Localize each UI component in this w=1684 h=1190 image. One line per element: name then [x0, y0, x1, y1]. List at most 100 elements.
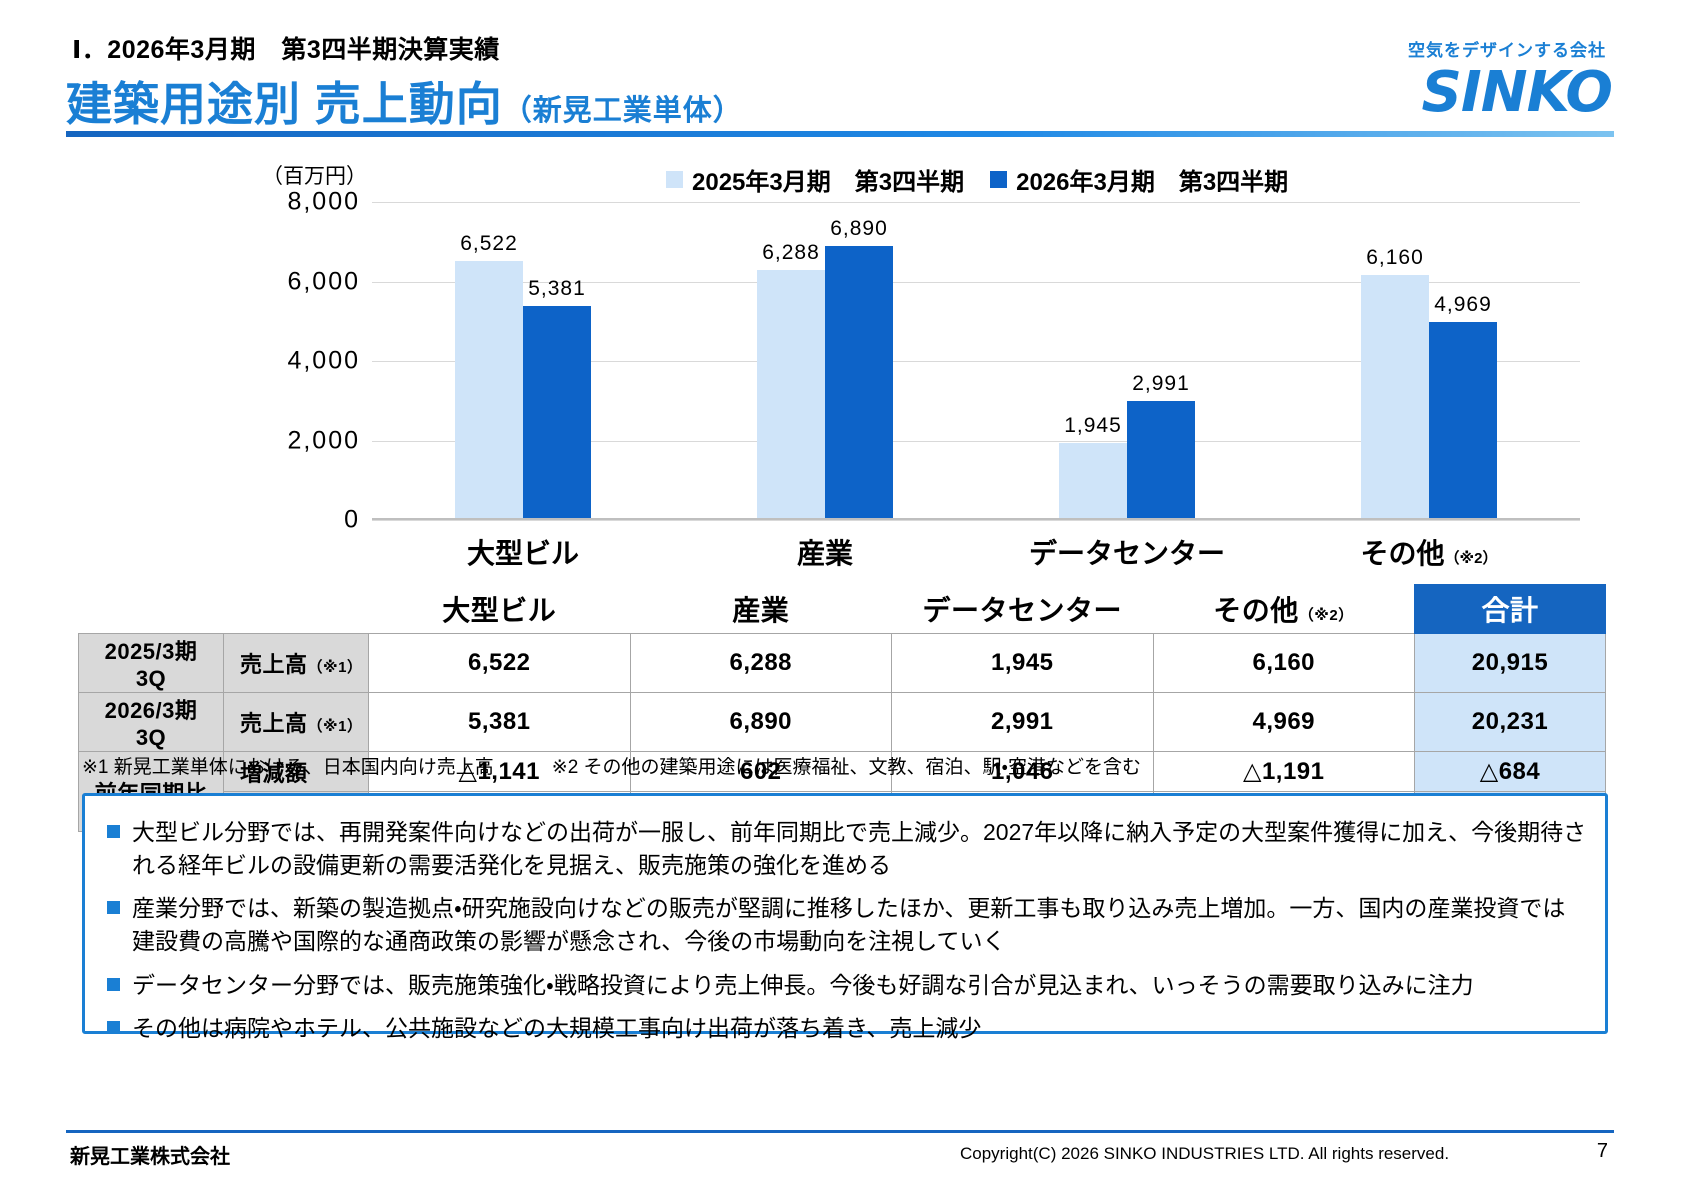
bullet-square-icon: [107, 977, 120, 991]
chart-bar-value-label: 4,969: [1434, 293, 1492, 317]
chart-category-label: 産業: [796, 538, 853, 569]
gridline: [372, 520, 1580, 521]
table-cell: 6,288: [629, 633, 892, 693]
table-row-period-label: 2025/3期 3Q: [78, 633, 224, 693]
footer-divider: [66, 1130, 1614, 1133]
table-row: 2026/3期 3Q 売上高（※1） 5,381 6,890 2,991 4,969 20,…: [78, 692, 1606, 752]
logo-tagline: 空気をデザインする会社: [1408, 41, 1606, 60]
table-col-header: 大型ビル: [442, 594, 557, 626]
footnote-2: ※2 その他の建築用途には医療福祉、文教、宿泊、駅・空港などを含む: [551, 757, 1142, 778]
page-title-paren: （新晃工業単体）: [502, 95, 743, 127]
table-col-header: その他（※2）: [1213, 594, 1354, 626]
table-cell: 5,381: [368, 692, 631, 752]
chart-bar[interactable]: 2,991: [1127, 372, 1195, 520]
gridline: [372, 440, 1580, 442]
commentary-text: データセンター分野では、販売施策強化・戦略投資により売上伸長。今後も好調な引合が…: [132, 971, 1474, 998]
chart-bar-value-label: 1,945: [1064, 413, 1122, 437]
table-row-metric-note: （※1）: [307, 718, 363, 735]
legend-item-fy2025: 2025年3月期 第3四半期: [666, 162, 964, 197]
y-axis-tick-label: 2,000: [287, 426, 360, 454]
table-row-metric-label: 増減額: [223, 751, 369, 792]
chart-bars: 6,522 5,381 6,288 6,890 1,945 2,991 6,160 4,969: [372, 202, 1580, 520]
chart-bar-group: 6,160 4,969: [1278, 202, 1580, 520]
table-row-metric-label: 売上高（※1）: [223, 633, 369, 693]
chart-category-labels: 大型ビル 産業 データセンター その他（※2）: [372, 520, 1580, 572]
chart-bar-value-label: 6,288: [762, 241, 820, 265]
chart-bar[interactable]: 4,969: [1429, 293, 1497, 520]
page-title: 建築用途別 売上動向（新晃工業単体）: [66, 68, 743, 134]
commentary-text: その他は病院やホテル、公共施設などの大規模工事向け出荷が落ち着き、売上減少: [132, 1015, 982, 1042]
y-axis-tick-label: 0: [344, 505, 360, 534]
chart-bar[interactable]: 1,945: [1059, 414, 1127, 520]
legend-item-fy2026: 2026年3月期 第3四半期: [990, 162, 1288, 197]
table-total-cell: 20,231: [1414, 692, 1606, 752]
table-cell: 6,890: [629, 692, 892, 752]
chart-bar-value-label: 6,160: [1366, 246, 1424, 270]
chart-bar[interactable]: 6,288: [757, 241, 825, 520]
table-cell: △1,191: [1152, 751, 1415, 792]
table-header-spacer: [79, 585, 369, 634]
commentary-list: 大型ビル分野では、再開発案件向けなどの出荷が一服し、前年同期比で売上減少。202…: [107, 816, 1587, 1056]
table-cell: 6,522: [368, 633, 631, 693]
footnote-1: ※1 新晃工業単体における、日本国内向け売上高: [82, 757, 494, 778]
sales-bar-chart: （百万円） 2025年3月期 第3四半期 2026年3月期 第3四半期 0 2,0…: [66, 150, 1614, 570]
table-cell: 4,969: [1152, 692, 1415, 752]
legend-swatch-fy2025: [666, 171, 683, 188]
commentary-text: 産業分野では、新築の製造拠点・研究施設向けなどの販売が堅調に推移したほか、更新工…: [132, 895, 1566, 954]
table-row-metric-note: （※1）: [307, 659, 363, 676]
header-divider: [66, 131, 1614, 137]
commentary-item: 大型ビル分野では、再開発案件向けなどの出荷が一服し、前年同期比で売上減少。202…: [107, 816, 1587, 881]
commentary-item: データセンター分野では、販売施策強化・戦略投資により売上伸長。今後も好調な引合が…: [107, 969, 1587, 1002]
footer-page-number: 7: [1596, 1140, 1608, 1162]
y-axis-tick-label: 6,000: [287, 267, 360, 295]
chart-bar[interactable]: 6,890: [825, 217, 893, 520]
table-col-header-note: （※2）: [1298, 606, 1354, 624]
sinko-logo: SINKO: [1421, 60, 1613, 125]
legend-label-fy2025: 2025年3月期 第3四半期: [692, 169, 965, 196]
table-header-row: 大型ビル 産業 データセンター その他（※2） 合計: [79, 584, 1606, 634]
chart-axis-baseline: [372, 518, 1580, 520]
table-total-cell: 20,915: [1414, 633, 1606, 693]
bullet-square-icon: [107, 825, 120, 838]
chart-plot-area: 0 2,000 4,000 6,000 8,000 6,522 5,381 6,288 6,8…: [287, 188, 1580, 569]
gridline: [372, 202, 1580, 203]
gridline: [372, 281, 1580, 283]
chart-bar-value-label: 2,991: [1132, 372, 1190, 396]
page-title-main: 建築用途別 売上動向: [66, 78, 503, 130]
chart-legend: 2025年3月期 第3四半期 2026年3月期 第3四半期: [666, 162, 1288, 197]
chart-bar-value-label: 5,381: [528, 277, 586, 301]
table-row: 2025/3期 3Q 売上高（※1） 6,522 6,288 1,945 6,160 20,…: [78, 633, 1606, 693]
chart-category-label: その他（※2）: [1360, 538, 1498, 569]
legend-label-fy2026: 2026年3月期 第3四半期: [1016, 169, 1289, 196]
table-cell: △1,141: [368, 751, 631, 792]
commentary-item: その他は病院やホテル、公共施設などの大規模工事向け出荷が落ち着き、売上減少: [107, 1012, 1587, 1045]
footnotes: ※1 新晃工業単体における、日本国内向け売上高 ※2 その他の建築用途には医療福祉…: [82, 752, 1141, 779]
table-cell: 1,945: [891, 633, 1154, 693]
chart-bar-group: 6,522 5,381: [372, 202, 674, 520]
chart-bar-value-label: 6,890: [830, 217, 888, 241]
commentary-text: 大型ビル分野では、再開発案件向けなどの出荷が一服し、前年同期比で売上減少。202…: [132, 819, 1587, 878]
commentary-box: 大型ビル分野では、再開発案件向けなどの出荷が一服し、前年同期比で売上減少。202…: [82, 793, 1608, 1041]
table-row-metric-label: 売上高（※1）: [223, 692, 369, 752]
table-row-period-label: 2026/3期 3Q: [78, 692, 224, 752]
table-cell: 1,046: [891, 751, 1154, 792]
y-axis-tick-label: 8,000: [287, 187, 360, 216]
legend-swatch-fy2026: [990, 171, 1008, 188]
table-col-header: データセンター: [922, 594, 1122, 626]
table-cell: 602: [629, 751, 892, 792]
chart-bar-group: 1,945 2,991: [976, 202, 1278, 520]
footer-company: 新晃工業株式会社: [70, 1146, 230, 1168]
chart-bar[interactable]: 6,522: [455, 232, 523, 520]
chart-unit-label: （百万円）: [262, 165, 367, 188]
chart-category-label-note: （※2）: [1444, 550, 1498, 567]
chart-bar[interactable]: 6,160: [1361, 246, 1429, 520]
table-col-header: 産業: [732, 594, 790, 626]
chart-category-label: 大型ビル: [466, 538, 579, 569]
gridline: [372, 361, 1580, 362]
commentary-item: 産業分野では、新築の製造拠点・研究施設向けなどの販売が堅調に推移したほか、更新工…: [107, 892, 1587, 957]
table-cell: 2,991: [891, 692, 1154, 752]
chart-bar[interactable]: 5,381: [523, 277, 591, 520]
table-cell: 6,160: [1152, 633, 1415, 693]
bullet-square-icon: [107, 1021, 120, 1035]
